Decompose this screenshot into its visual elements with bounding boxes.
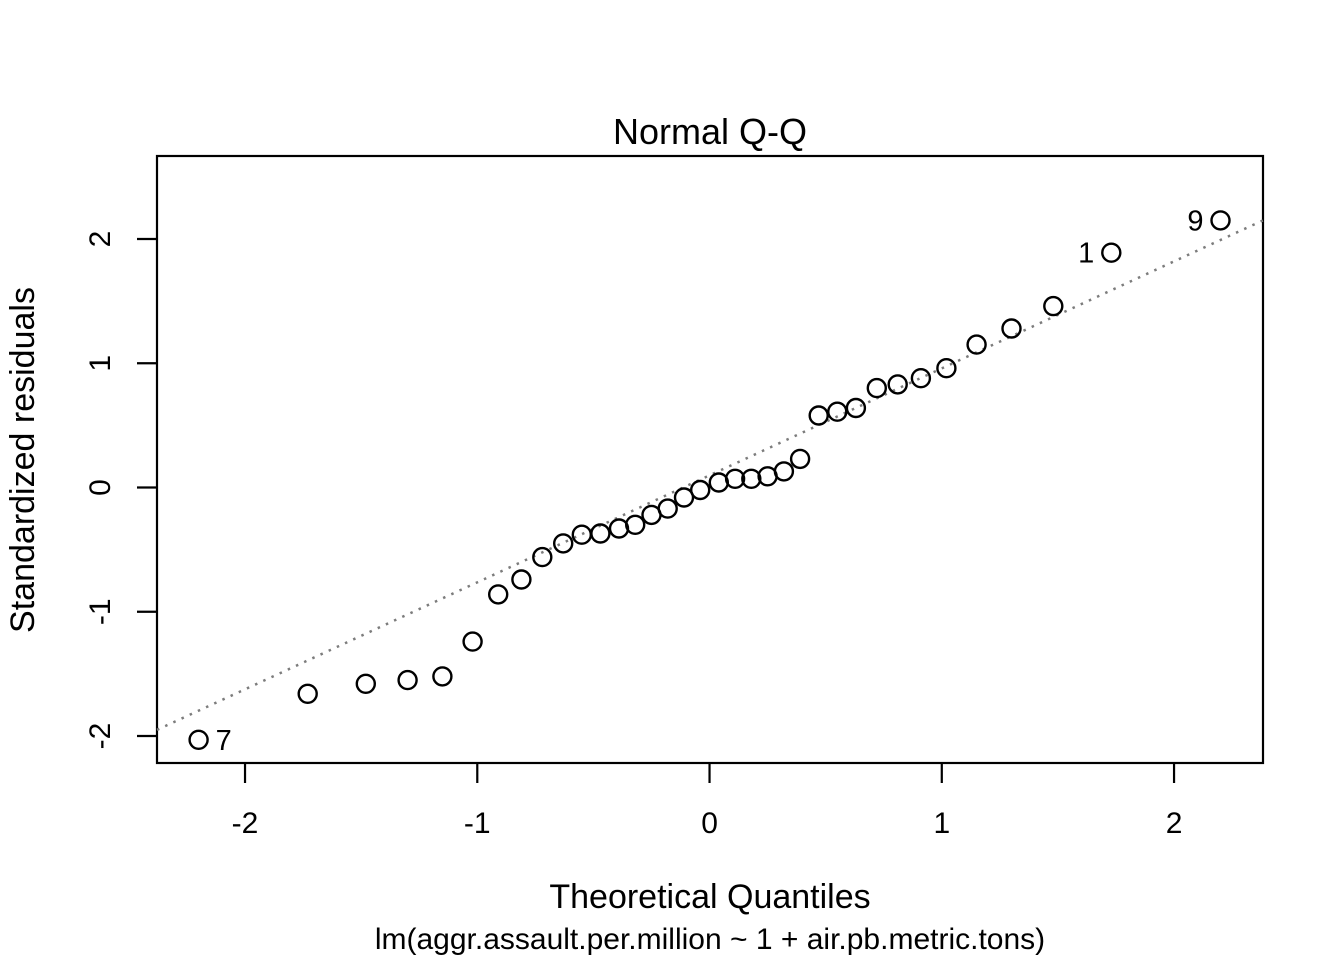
y-tick-label: 2 — [84, 231, 117, 248]
data-point-marker — [887, 374, 908, 395]
y-tick-label: -2 — [84, 723, 117, 750]
data-point-marker — [827, 401, 848, 422]
qq-reference-line — [156, 219, 1264, 731]
data-point-marker — [590, 523, 611, 544]
data-point-marker — [936, 358, 957, 379]
data-point-marker — [188, 729, 209, 750]
x-tick-label: -2 — [232, 807, 259, 840]
data-point-marker — [673, 487, 695, 508]
data-point-marker — [845, 397, 867, 419]
data-point-marker — [773, 461, 795, 482]
data-point-marker — [789, 448, 811, 470]
data-point-marker — [966, 334, 987, 355]
data-point-marker — [511, 569, 532, 590]
x-tick-label: 0 — [701, 807, 718, 840]
data-point-marker — [432, 666, 453, 687]
x-axis-ticks: -2 -1 0 1 2 — [232, 763, 1183, 840]
data-point-marker — [297, 683, 318, 704]
chart-title: Normal Q-Q — [613, 111, 807, 152]
data-point-marker — [1001, 318, 1022, 339]
data-point-marker — [741, 468, 762, 489]
data-point-marker — [1043, 295, 1064, 317]
plot-border-box — [155, 154, 1265, 765]
data-point-marker — [1101, 242, 1122, 263]
data-point-marker — [553, 533, 574, 554]
data-point-marker — [724, 468, 746, 489]
point-id-label: 1 — [1078, 238, 1094, 270]
model-formula-subtitle: lm(aggr.assault.per.million ~ 1 + air.pb… — [375, 923, 1045, 956]
reference-line-group — [156, 219, 1264, 731]
x-tick-label: 1 — [933, 807, 950, 840]
y-tick-label: 0 — [84, 479, 117, 496]
data-point-marker — [608, 518, 630, 539]
point-id-label: 9 — [1187, 205, 1203, 237]
data-point-marker — [625, 514, 646, 535]
data-point-marker — [488, 584, 509, 605]
point-id-label: 7 — [216, 725, 232, 757]
data-point-marker — [708, 472, 729, 493]
point-id-labels: 7 1 9 — [216, 205, 1204, 756]
data-point-marker — [657, 498, 678, 519]
data-point-marker — [462, 631, 483, 652]
y-axis-label: Standardized residuals — [4, 287, 42, 633]
data-point-marker — [397, 669, 418, 691]
y-axis-ticks: -2 -1 0 1 2 — [84, 231, 157, 750]
x-tick-label: 2 — [1166, 807, 1183, 840]
data-point-marker — [690, 479, 711, 501]
data-points — [188, 210, 1231, 750]
y-tick-label: -1 — [84, 598, 117, 625]
data-point-marker — [910, 368, 932, 389]
data-point-marker — [571, 524, 592, 545]
data-point-marker — [532, 546, 553, 568]
data-point-marker — [355, 673, 376, 694]
data-point-marker — [808, 405, 829, 426]
x-tick-label: -1 — [464, 807, 491, 840]
data-point-marker — [866, 377, 887, 399]
data-point-marker — [1210, 210, 1231, 231]
x-axis-label: Theoretical Quantiles — [549, 878, 870, 916]
y-tick-label: 1 — [84, 355, 117, 372]
